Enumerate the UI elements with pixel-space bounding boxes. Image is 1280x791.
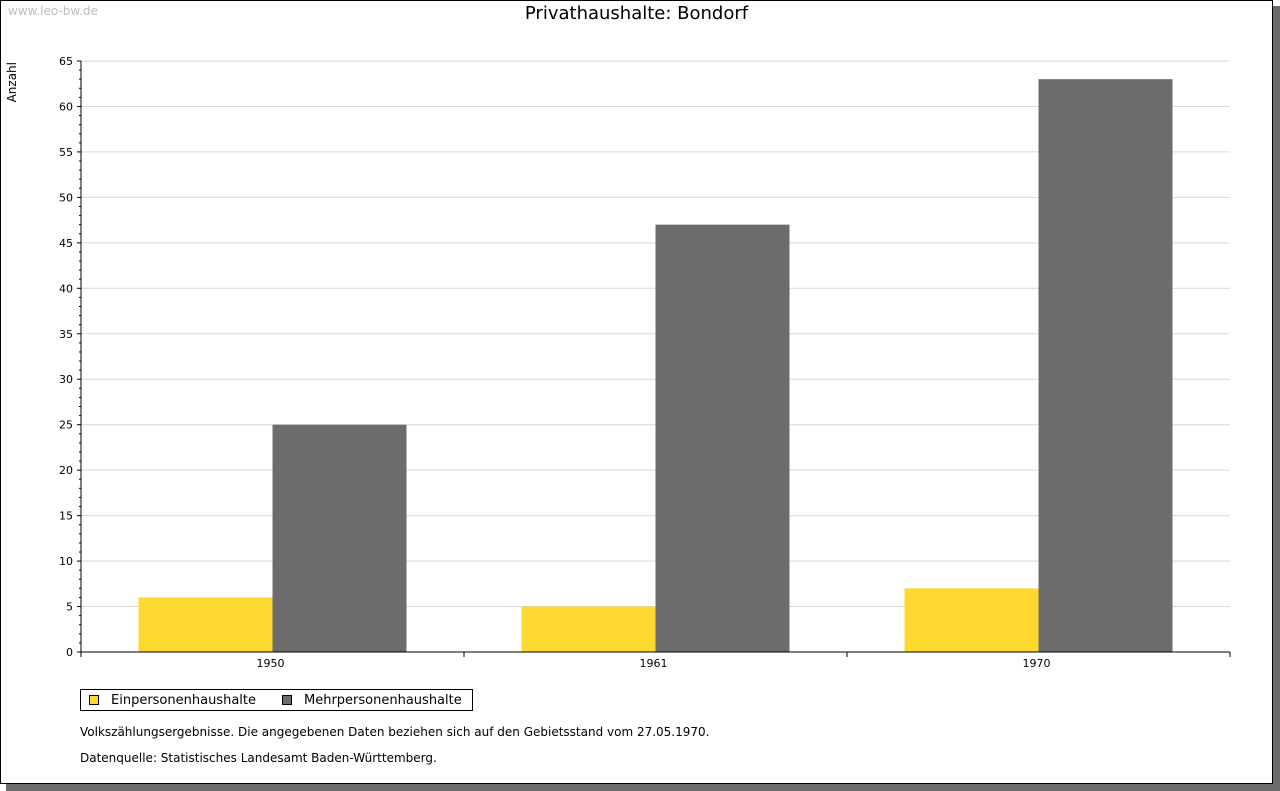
y-tick-label: 0 [66, 646, 73, 659]
legend-item-mehrpersonen: Mehrpersonenhaushalte [282, 693, 462, 708]
bar-einpersonen-1950 [138, 597, 273, 652]
y-tick-label: 30 [59, 373, 73, 386]
y-tick-label: 45 [59, 237, 73, 250]
bar-chart: 0 5 10 15 20 25 30 35 40 45 50 55 60 65 Anzahl 1950 1961… [5, 55, 1231, 670]
y-tick-label: 5 [66, 601, 73, 614]
frame-shadow-bottom [6, 784, 1280, 791]
bar-mehrpersonen-1950 [272, 424, 407, 652]
legend-swatch-einpersonen [89, 695, 99, 705]
y-tick-label: 20 [59, 464, 73, 477]
note-census: Volkszählungsergebnisse. Die angegebenen… [80, 725, 710, 739]
y-tick-label: 65 [59, 55, 73, 68]
x-tick-label: 1970 [1023, 657, 1051, 670]
y-tick-label: 60 [59, 100, 73, 113]
watermark: www.leo-bw.de [8, 4, 98, 18]
y-tick-label: 50 [59, 191, 73, 204]
note-source: Datenquelle: Statistisches Landesamt Bad… [80, 751, 437, 765]
y-tick-label: 40 [59, 282, 73, 295]
y-axis-label: Anzahl [5, 62, 19, 102]
legend-item-einpersonen: Einpersonenhaushalte [89, 693, 256, 708]
x-tick-label: 1950 [257, 657, 285, 670]
legend: Einpersonenhaushalte Mehrpersonenhaushal… [80, 689, 473, 711]
y-tick-label: 55 [59, 146, 73, 159]
y-tick-label: 25 [59, 419, 73, 432]
legend-swatch-mehrpersonen [282, 695, 292, 705]
bar-einpersonen-1970 [904, 588, 1039, 652]
y-tick-label: 35 [59, 328, 73, 341]
x-tick-label: 1961 [640, 657, 668, 670]
bar-einpersonen-1961 [521, 606, 656, 652]
chart-title: Privathaushalte: Bondorf [524, 3, 749, 24]
y-tick-label: 15 [59, 510, 73, 523]
frame-shadow-right [1273, 6, 1280, 791]
bar-mehrpersonen-1961 [655, 224, 790, 652]
y-tick-label: 10 [59, 555, 73, 568]
bar-mehrpersonen-1970 [1038, 79, 1173, 652]
legend-label-mehrpersonen: Mehrpersonenhaushalte [304, 692, 462, 708]
legend-label-einpersonen: Einpersonenhaushalte [111, 692, 256, 708]
